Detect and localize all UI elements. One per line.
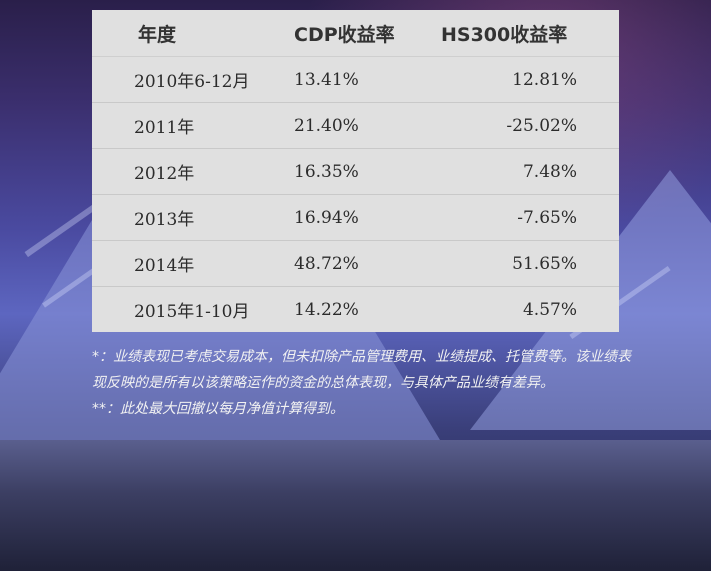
table-row: 2012年 16.35% 7.48%	[92, 148, 619, 194]
cell-cdp-return: 48.72%	[294, 253, 359, 274]
performance-table: 年度 CDP收益率 HS300收益率 2010年6-12月 13.41% 12.81…	[92, 10, 619, 332]
footnote-1: *：业绩表现已考虑交易成本，但未扣除产品管理费用、业绩提成、托管费等。该业绩表现…	[92, 349, 631, 391]
cell-year: 2015年1-10月	[134, 302, 250, 322]
footnotes: *：业绩表现已考虑交易成本，但未扣除产品管理费用、业绩提成、托管费等。该业绩表现…	[92, 344, 632, 422]
footnote-2: **：此处最大回撤以每月净值计算得到。	[92, 401, 344, 417]
table-row: 2013年 16.94% -7.65%	[92, 194, 619, 240]
cell-year: 2013年	[134, 210, 195, 230]
table-row: 2014年 48.72% 51.65%	[92, 240, 619, 286]
table-header-row: 年度 CDP收益率 HS300收益率	[92, 10, 619, 56]
table-row: 2015年1-10月 14.22% 4.57%	[92, 286, 619, 332]
header-year: 年度	[138, 23, 177, 46]
cell-hs300-return: 4.57%	[522, 299, 577, 320]
table-row: 2010年6-12月 13.41% 12.81%	[92, 56, 619, 102]
cell-hs300-return: 51.65%	[512, 253, 577, 274]
cell-cdp-return: 21.40%	[294, 115, 359, 136]
cell-year: 2010年6-12月	[134, 72, 250, 92]
cell-hs300-return: -25.02%	[506, 115, 577, 136]
cell-cdp-return: 16.94%	[294, 207, 359, 228]
lake	[0, 440, 711, 571]
cell-cdp-return: 13.41%	[294, 69, 359, 90]
table-row: 2011年 21.40% -25.02%	[92, 102, 619, 148]
cell-year: 2014年	[134, 256, 195, 276]
cell-year: 2012年	[134, 164, 195, 184]
header-hs300-return: HS300收益率	[441, 23, 568, 46]
cell-hs300-return: 7.48%	[522, 161, 577, 182]
cell-cdp-return: 14.22%	[294, 299, 359, 320]
cell-hs300-return: -7.65%	[517, 207, 577, 228]
cell-cdp-return: 16.35%	[294, 161, 359, 182]
header-cdp-return: CDP收益率	[294, 23, 395, 46]
cell-year: 2011年	[134, 118, 195, 138]
cell-hs300-return: 12.81%	[512, 69, 577, 90]
